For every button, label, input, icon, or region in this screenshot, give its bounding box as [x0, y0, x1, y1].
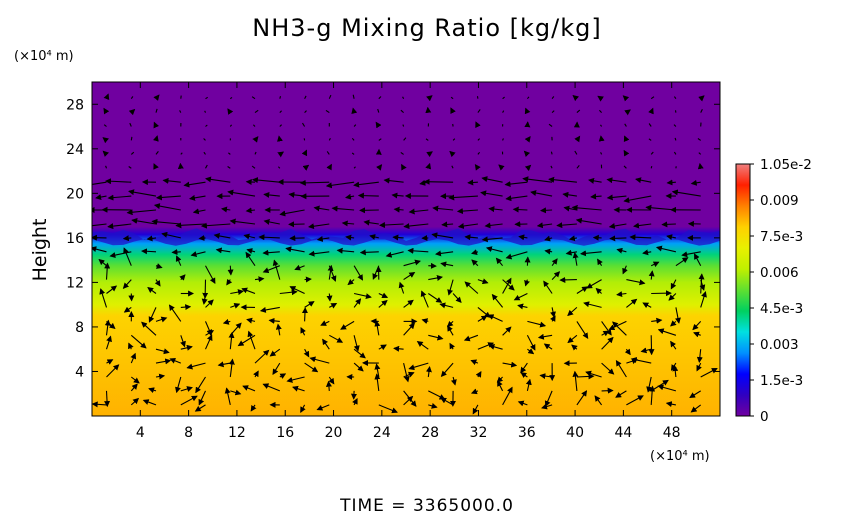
- colorbar: [735, 163, 751, 417]
- y-tick-label: 24: [66, 142, 84, 158]
- plot-field: [92, 82, 720, 416]
- colorbar-tick-label: 0: [760, 409, 769, 425]
- y-axis-label: Height: [29, 219, 51, 282]
- x-tick-label: 32: [470, 425, 488, 441]
- colorbar-tick-label: 1.5e-3: [760, 373, 803, 389]
- colorbar-ticks: 0 1.5e-3 0.003 4.5e-3 0.006 7.5e-3 0.009 1.05e-…: [750, 157, 812, 425]
- y-unit-label: (×10⁴ m): [14, 49, 74, 64]
- colorbar-tick-label: 4.5e-3: [760, 301, 803, 317]
- colorbar-tick-label: 0.003: [760, 337, 799, 353]
- y-ticks: 4 8 12 16 20 24 28: [66, 97, 720, 380]
- colorbar-tick-label: 0.006: [760, 265, 799, 281]
- x-tick-label: 8: [184, 425, 193, 441]
- x-tick-label: 40: [566, 425, 584, 441]
- x-unit-label: (×10⁴ m): [650, 449, 710, 464]
- y-tick-label: 28: [66, 97, 84, 113]
- y-tick-label: 8: [75, 320, 84, 336]
- colorbar-tick-label: 1.05e-2: [760, 157, 812, 173]
- x-tick-label: 4: [136, 425, 145, 441]
- y-tick-label: 12: [66, 275, 84, 291]
- x-tick-label: 24: [373, 425, 391, 441]
- x-tick-label: 16: [276, 425, 294, 441]
- colorbar-tick-label: 7.5e-3: [760, 229, 803, 245]
- time-label: TIME = 3365000.0: [340, 496, 514, 516]
- chart-title: NH3-g Mixing Ratio [kg/kg]: [252, 14, 602, 42]
- y-tick-label: 16: [66, 231, 84, 247]
- layer-boundary: [92, 228, 720, 246]
- y-tick-label: 20: [66, 186, 84, 202]
- vector-arrows: [92, 93, 718, 415]
- x-tick-label: 20: [325, 425, 343, 441]
- x-ticks: 4 8 12 16 20 24 28 32 36 40 44 48: [136, 82, 681, 441]
- plot-frame: [91, 81, 721, 417]
- x-tick-label: 28: [421, 425, 439, 441]
- x-tick-label: 12: [228, 425, 246, 441]
- x-tick-label: 44: [614, 425, 632, 441]
- x-tick-label: 48: [663, 425, 681, 441]
- y-tick-label: 4: [75, 364, 84, 380]
- colorbar-tick-label: 0.009: [760, 193, 799, 209]
- x-tick-label: 36: [518, 425, 536, 441]
